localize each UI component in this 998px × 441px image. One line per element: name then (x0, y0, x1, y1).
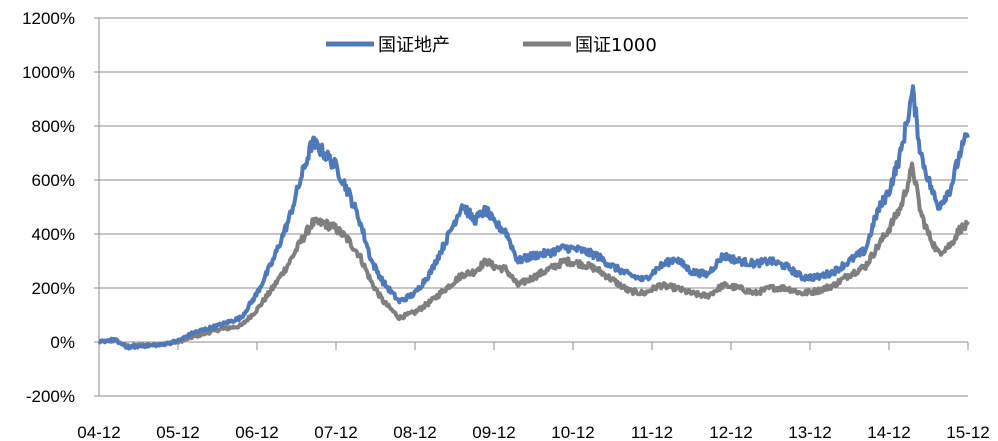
series-line-2 (97, 161, 970, 349)
y-tick-label: 200% (32, 279, 75, 298)
x-tick-label: 14-12 (867, 423, 910, 441)
y-axis-labels: -200% 0% 200% 400% 600% 800% 1000% 1200% (22, 9, 75, 406)
y-tick-label: 1200% (22, 9, 75, 28)
x-tick-label: 11-12 (631, 423, 673, 441)
axes (94, 17, 969, 397)
grid-lines (99, 17, 968, 397)
y-tick-label: 0% (50, 333, 75, 352)
x-tick-label: 12-12 (709, 423, 752, 441)
x-tick-label: 05-12 (156, 423, 199, 441)
x-axis-labels: 04-12 05-12 06-12 07-12 08-12 09-12 10-12 11-12… (77, 423, 989, 441)
series-line-1 (97, 84, 970, 351)
x-tick-label: 07-12 (314, 423, 357, 441)
legend: 国证地产 国证1000 (326, 35, 657, 56)
y-tick-label: 600% (32, 171, 75, 190)
x-tick-label: 09-12 (472, 423, 515, 441)
x-tick-label: 04-12 (77, 423, 120, 441)
x-tick-label: 15-12 (946, 423, 989, 441)
y-tick-label: 400% (32, 225, 75, 244)
y-tick-label: 1000% (22, 63, 75, 82)
x-tick-label: 10-12 (551, 423, 594, 441)
x-tick-label: 06-12 (235, 423, 278, 441)
y-tick-label: -200% (26, 387, 75, 406)
legend-label-2: 国证1000 (575, 35, 657, 56)
x-tick-label: 08-12 (393, 423, 436, 441)
y-tick-label: 800% (32, 117, 75, 136)
series-lines (97, 84, 970, 351)
x-tick-label: 13-12 (788, 423, 831, 441)
legend-label-1: 国证地产 (378, 35, 450, 56)
